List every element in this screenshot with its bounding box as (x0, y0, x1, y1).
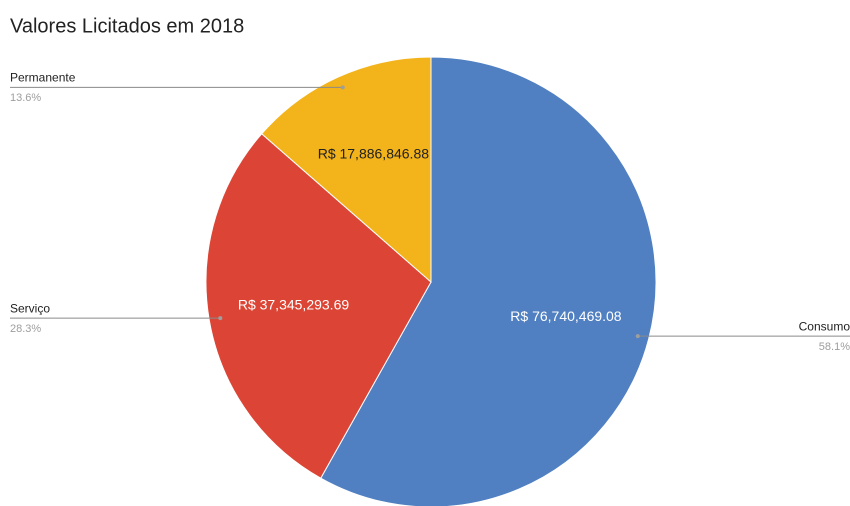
percent-label: 58.1% (819, 341, 850, 353)
slice-value-label: R$ 76,740,469.08 (510, 308, 622, 324)
legend-label: Serviço (10, 301, 50, 315)
leader-dot (340, 85, 345, 90)
percent-label: 13.6% (10, 92, 41, 104)
pie-slice (261, 56, 432, 284)
leader-dot (635, 334, 640, 339)
legend-label: Permanente (10, 71, 76, 85)
pie-slice (320, 56, 657, 506)
leader-dot (218, 316, 223, 321)
pie-slice (205, 133, 432, 479)
legend-label: Consumo (799, 319, 850, 333)
chart-title: Valores Licitados em 2018 (10, 15, 244, 37)
slice-value-label: R$ 17,886,846.88 (318, 146, 430, 162)
slice-value-label: R$ 37,345,293.69 (238, 296, 350, 312)
percent-label: 28.3% (10, 323, 41, 335)
